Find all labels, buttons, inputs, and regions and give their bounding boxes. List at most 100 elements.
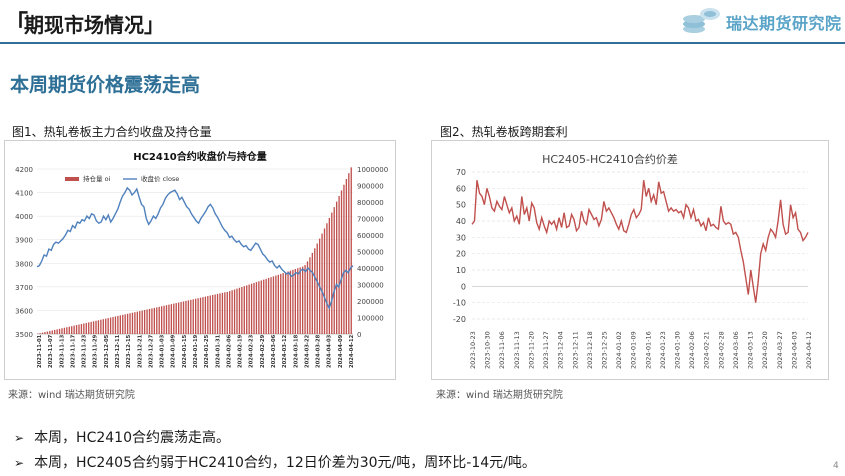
oi-bar bbox=[156, 307, 158, 334]
oi-bar bbox=[284, 272, 287, 334]
oi-bar bbox=[345, 178, 348, 334]
x-tick-label: 2024-04-09 bbox=[338, 334, 344, 368]
oi-bar bbox=[348, 173, 350, 334]
oi-bar bbox=[66, 327, 68, 334]
oi-bar bbox=[338, 196, 340, 334]
x-tick-label: 2024-01-25 bbox=[204, 334, 210, 368]
oi-bar bbox=[61, 328, 63, 334]
x-tick-label: 2024-03-22 bbox=[304, 334, 310, 368]
oi-bar bbox=[73, 325, 75, 334]
oi-bar bbox=[229, 291, 231, 334]
x-tick-label: 2024-01-09 bbox=[171, 334, 177, 368]
x-tick-label: 2023-12-18 bbox=[586, 331, 594, 369]
x-tick-label: 2024-02-06 bbox=[688, 331, 696, 369]
x-tick-label: 2023-12-15 bbox=[126, 334, 132, 368]
x-tick-label: 2023-12-04 bbox=[557, 331, 565, 369]
figure-1-source: 来源：wind 瑞达期货研究院 bbox=[8, 390, 135, 401]
x-tick-label: 2024-02-21 bbox=[703, 331, 711, 369]
oi-bar bbox=[56, 329, 58, 334]
price-oi-chart: HC2410合约收盘价与持仓量 3500 3600 3700 3800 3900 4000 4… bbox=[15, 150, 388, 368]
oi-bar bbox=[114, 316, 117, 334]
oi-bar bbox=[316, 243, 318, 334]
figure-2-caption: 图2、热轧卷板跨期套利 bbox=[440, 125, 568, 139]
oi-bar bbox=[39, 333, 41, 334]
oi-bar bbox=[263, 279, 265, 334]
oi-bar bbox=[304, 265, 306, 334]
x-tick-label: 2024-01-02 bbox=[615, 331, 623, 369]
x-tick-label: 2024-03-27 bbox=[776, 331, 784, 369]
oi-bar bbox=[292, 269, 294, 334]
x-tick-label: 2023-10-30 bbox=[484, 331, 492, 369]
oi-bar bbox=[282, 273, 284, 334]
x-tick-label: 2023-11-17 bbox=[70, 334, 76, 368]
y-tick-label: 70 bbox=[456, 168, 466, 177]
y-left-tick-label: 3700 bbox=[15, 284, 33, 292]
oi-bar bbox=[306, 261, 309, 334]
x-tick-label: 2023-11-29 bbox=[93, 334, 99, 368]
page-number: 4 bbox=[833, 461, 839, 471]
x-tick-label: 2024-03-12 bbox=[282, 334, 288, 368]
oi-bar bbox=[107, 318, 109, 334]
y-tick-label: 0 bbox=[461, 282, 466, 291]
price-oi-chart-panel: HC2410合约收盘价与持仓量 3500 3600 3700 3800 3900 4000 4… bbox=[4, 140, 396, 380]
oi-bar bbox=[92, 321, 95, 334]
page-title: 期现市场情况」 bbox=[24, 13, 164, 37]
oi-bar bbox=[265, 278, 267, 334]
x-tick-label: 2023-12-21 bbox=[137, 334, 143, 368]
x-tick-label: 2023-11-07 bbox=[48, 334, 54, 368]
title-bracket: 「 bbox=[4, 10, 28, 38]
x-tick-label: 2023-11-13 bbox=[513, 331, 521, 369]
y-tick-label: -20 bbox=[453, 315, 466, 324]
y-tick-label: 50 bbox=[456, 201, 466, 210]
y-tick-label: 20 bbox=[456, 250, 466, 259]
oi-bar bbox=[175, 303, 177, 334]
x-tick-label: 2024-04-12 bbox=[805, 331, 813, 369]
oi-bar bbox=[139, 311, 141, 334]
chart-title: HC2405-HC2410合约价差 bbox=[542, 152, 678, 166]
y-right-tick-label: 600000 bbox=[357, 232, 384, 240]
oi-bar bbox=[212, 294, 214, 334]
x-tick-label: 2024-01-03 bbox=[160, 334, 166, 368]
oi-bar bbox=[309, 257, 311, 334]
oi-bar bbox=[250, 283, 253, 334]
oi-bar bbox=[129, 313, 131, 334]
oi-bar bbox=[277, 274, 279, 334]
x-tick-label: 2023-12-25 bbox=[601, 331, 609, 369]
oi-bar bbox=[238, 287, 241, 334]
oi-bar bbox=[146, 309, 148, 334]
oi-bar bbox=[97, 320, 100, 334]
x-tick-label: 2024-04-03 bbox=[790, 331, 798, 369]
oi-bar bbox=[187, 300, 190, 334]
oi-bar bbox=[54, 329, 56, 334]
y-left-tick-label: 4100 bbox=[15, 190, 33, 198]
oi-bar bbox=[204, 296, 207, 334]
close-price-line bbox=[36, 186, 354, 310]
spread-chart-panel: HC2405-HC2410合约价差 -20 -10 0 10 20 30 40 50 60 70 20… bbox=[431, 140, 829, 380]
oi-bar bbox=[151, 308, 153, 334]
x-tick-label: 2024-02-28 bbox=[717, 331, 725, 369]
oi-bar bbox=[270, 277, 272, 334]
x-tick-label: 2024-01-23 bbox=[659, 331, 667, 369]
oi-bar bbox=[287, 271, 289, 334]
oi-bar bbox=[185, 300, 187, 334]
oi-bar bbox=[246, 285, 248, 334]
oi-bar bbox=[75, 325, 78, 334]
x-tick-label: 2023-11-27 bbox=[542, 331, 550, 369]
oi-bar bbox=[58, 328, 61, 334]
oi-bar bbox=[331, 212, 333, 334]
y-right-tick-label: 100000 bbox=[357, 315, 384, 323]
x-tick-label: 2024-04-12 bbox=[349, 334, 355, 368]
oi-bar bbox=[168, 304, 170, 334]
oi-bar bbox=[199, 297, 202, 334]
arrow-bullet-icon: ➢ bbox=[14, 431, 25, 445]
oi-bar bbox=[177, 302, 180, 334]
oi-bar bbox=[165, 305, 168, 334]
spread-line bbox=[471, 180, 809, 303]
oi-bar bbox=[202, 297, 204, 334]
bullet-text: 本周，HC2410合约震荡走高。 bbox=[34, 430, 230, 446]
oi-bar bbox=[71, 326, 73, 334]
oi-bar bbox=[122, 314, 124, 334]
oi-bar bbox=[323, 228, 326, 334]
oi-bar bbox=[158, 306, 160, 334]
y-left-tick-label: 3500 bbox=[15, 331, 33, 339]
